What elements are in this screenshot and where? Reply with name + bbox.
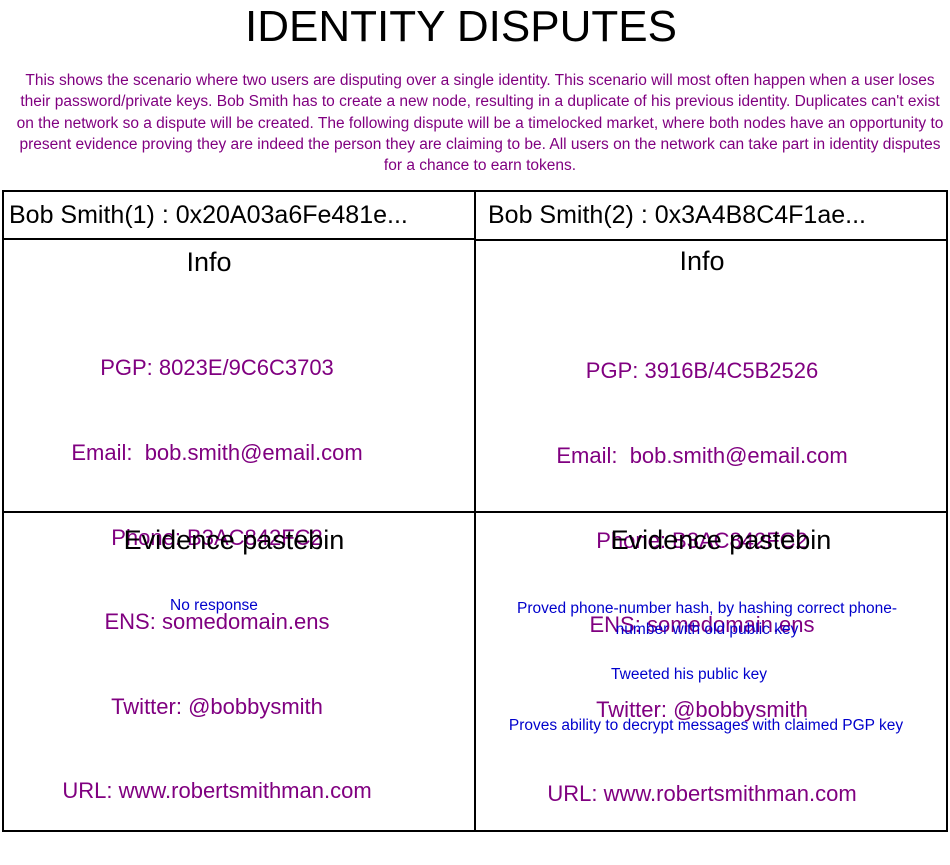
node-2-evidence-pgp: Proves ability to decrypt messages with … — [508, 717, 904, 734]
node-1-phone: Phone: B3AC842FC2 — [111, 524, 323, 550]
node-1-ens: ENS: somedomain.ens — [104, 609, 330, 635]
header-divider-left — [2, 238, 476, 240]
node-1-info-list: PGP: 8023E/9C6C3703 Email: bob.smith@ema… — [4, 298, 430, 862]
node-2-email: Email: bob.smith@email.com — [556, 443, 848, 469]
header-divider-right — [474, 239, 948, 241]
node-2-info-title: Info — [679, 246, 725, 276]
node-2-info-list: PGP: 3916B/4C5B2526 Email: bob.smith@ema… — [476, 301, 928, 865]
node-2-pgp: PGP: 3916B/4C5B2526 — [585, 358, 819, 384]
node-2-ens: ENS: somedomain.ens — [589, 612, 815, 638]
dispute-grid: Bob Smith(1) : 0x20A03a6Fe481e... Info P… — [2, 190, 948, 832]
node-1-email: Email: bob.smith@email.com — [71, 440, 363, 466]
node-2-url: URL: www.robertsmithman.com — [547, 781, 857, 807]
node-2-phone: Phone: B3AC842FC2 — [596, 527, 808, 553]
node-1-evidence-item: No response — [170, 597, 258, 614]
node-2-evidence-tweet: Tweeted his public key — [611, 666, 767, 683]
node-2-header: Bob Smith(2) : 0x3A4B8C4F1ae... — [488, 201, 866, 229]
node-2-evidence-phone-hash: Proved phone-number hash, by hashing cor… — [517, 600, 897, 638]
node-1-twitter: Twitter: @bobbysmith — [111, 693, 323, 719]
node-1-url: URL: www.robertsmithman.com — [62, 778, 372, 804]
section-divider — [2, 511, 948, 513]
scenario-description: This shows the scenario where two users … — [16, 72, 944, 175]
node-1-pgp: PGP: 8023E/9C6C3703 — [100, 355, 334, 381]
node-1-header: Bob Smith(1) : 0x20A03a6Fe481e... — [9, 201, 408, 229]
page-title: IDENTITY DISPUTES — [245, 2, 677, 51]
node-2-twitter: Twitter: @bobbysmith — [596, 696, 808, 722]
node-1-evidence-title: Evidence pastebin — [123, 525, 345, 555]
node-2-evidence-title: Evidence pastebin — [610, 525, 832, 555]
node-1-info-title: Info — [186, 247, 232, 277]
